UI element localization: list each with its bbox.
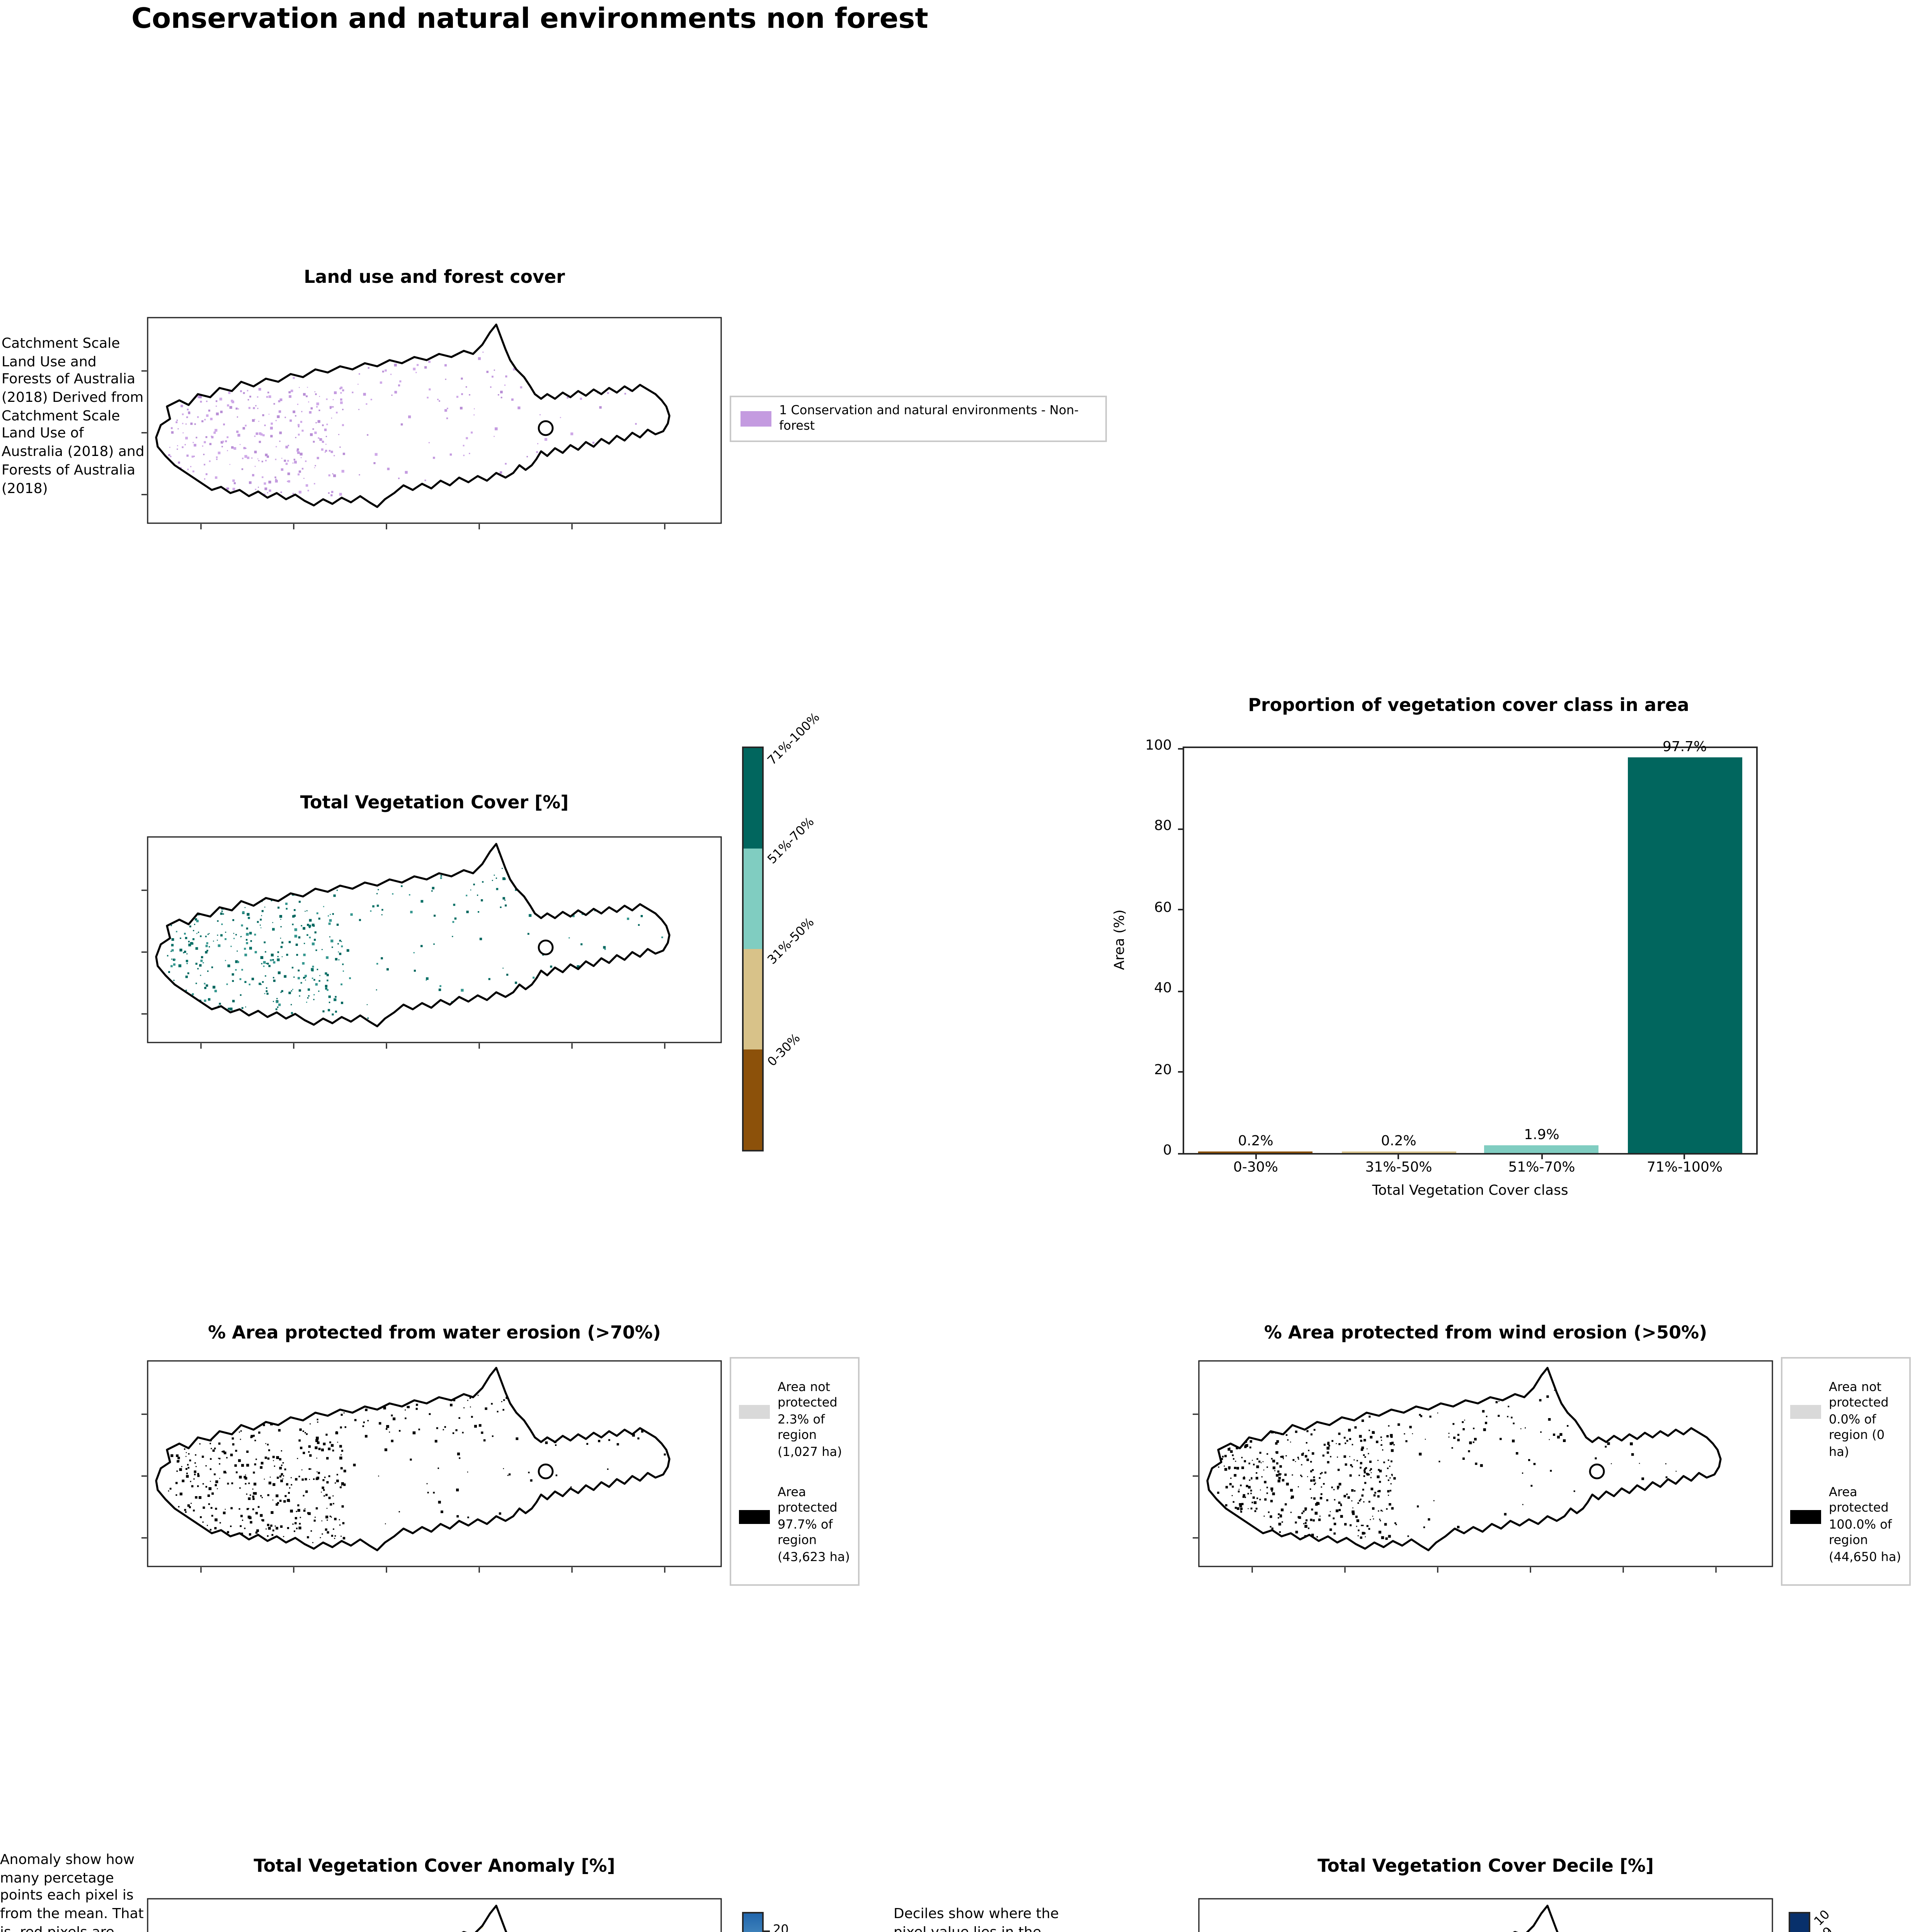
bar-0-30 — [1198, 1152, 1313, 1153]
y-tick-label: 80 — [1154, 820, 1172, 835]
landuse-title: Land use and forest cover — [304, 266, 565, 287]
y-axis-label: Area (%) — [1113, 909, 1129, 970]
colorbar-label: 0-30% — [765, 1031, 803, 1069]
map-frame — [1192, 1898, 1773, 1932]
region-outline — [156, 844, 669, 1026]
anomaly-title: Total Vegetation Cover Anomaly [%] — [254, 1855, 615, 1876]
y-tick-label: 60 — [1154, 901, 1172, 917]
anomaly-map — [141, 1898, 722, 1932]
landuse-legend: 1 Conservation and natural environments … — [730, 396, 1107, 442]
region-outline — [156, 1368, 669, 1550]
colorbar-segment-31-50 — [744, 949, 762, 1049]
map-frame — [141, 1360, 722, 1573]
y-tick-label: 20 — [1154, 1063, 1172, 1078]
decile-title: Total Vegetation Cover Decile [%] — [1317, 1855, 1654, 1876]
water-legend: Area not protected 2.3% of region (1,027… — [730, 1357, 860, 1586]
decile-map-dots — [1217, 1913, 1691, 1932]
vegcover-colorbar — [742, 747, 764, 1151]
bar-value-label: 0.2% — [1381, 1134, 1416, 1150]
x-axis-label: Total Vegetation Cover class — [1372, 1184, 1568, 1199]
water-title: % Area protected from water erosion (>70… — [208, 1321, 661, 1343]
landuse-map — [141, 317, 722, 530]
bar-value-label: 97.7% — [1662, 740, 1707, 755]
legend-swatch-protected — [1790, 1510, 1821, 1524]
colorbar-label: 51%-70% — [765, 815, 817, 867]
vegcover-map-dots — [166, 852, 665, 1026]
chart-title: Proportion of vegetation cover class in … — [1248, 694, 1689, 716]
colorbar-segment-0-30 — [744, 1049, 762, 1150]
wind-map — [1192, 1360, 1773, 1573]
wind-title: % Area protected from wind erosion (>50%… — [1264, 1321, 1707, 1343]
anomaly-map-dots — [177, 1916, 653, 1932]
anomaly-caption: Anomaly show how many percetage points e… — [0, 1853, 144, 1932]
region-inner-circle — [1589, 1463, 1605, 1480]
landuse-legend-label: 1 Conservation and natural environments … — [779, 403, 1079, 433]
wind-map-dots — [1217, 1376, 1717, 1549]
legend-label-protected: Area protected 97.7% of region (43,623 h… — [778, 1485, 850, 1564]
colorbar-segment-51-70 — [744, 849, 762, 949]
bar-71-100 — [1627, 757, 1742, 1153]
bar-value-label: 1.9% — [1524, 1128, 1559, 1143]
colorbar-label: 31%-50% — [765, 915, 817, 967]
water-map — [141, 1360, 722, 1573]
bar-31-50 — [1341, 1152, 1456, 1153]
y-tick-label: 40 — [1154, 981, 1172, 997]
decile-segment-10 — [1790, 1913, 1809, 1932]
legend-swatch-not-protected — [1790, 1405, 1821, 1419]
wind-legend: Area not protected 0.0% of region (0 ha)… — [1781, 1357, 1911, 1586]
vegcover-map — [141, 836, 722, 1049]
decile-colorbar — [1789, 1912, 1810, 1932]
map-frame — [141, 317, 722, 530]
y-tick-label: 100 — [1145, 739, 1172, 754]
colorbar-segment-71-100 — [744, 748, 762, 849]
region-outline — [1207, 1906, 1721, 1932]
page-title: Conservation and natural environments no… — [131, 3, 928, 36]
map-frame — [141, 1898, 722, 1932]
decile-map — [1192, 1898, 1773, 1932]
decile-caption: Deciles show where the pixel value lies … — [894, 1907, 1059, 1932]
landuse-legend-swatch — [740, 411, 771, 427]
vegcover-proportion-chart: 0.2% 0.2% 1.9% 97.7% 0 20 40 60 80 100 0… — [1113, 739, 1758, 1199]
legend-label-not-protected: Area not protected 2.3% of region (1,027… — [778, 1380, 842, 1459]
bar-51-70 — [1484, 1145, 1599, 1153]
bar-value-label: 0.2% — [1238, 1134, 1273, 1150]
anomaly-tick-label: 20 — [773, 1923, 789, 1932]
region-outline — [156, 1906, 669, 1932]
legend-label-not-protected: Area not protected 0.0% of region (0 ha) — [1829, 1380, 1889, 1459]
region-inner-circle — [538, 1463, 554, 1480]
map-frame — [141, 836, 722, 1049]
landuse-caption: Catchment Scale Land Use and Forests of … — [2, 337, 145, 497]
legend-label-protected: Area protected 100.0% of region (44,650 … — [1829, 1485, 1901, 1564]
colorbar-label: 71%-100% — [765, 710, 822, 768]
vegcover-title: Total Vegetation Cover [%] — [300, 791, 569, 813]
legend-swatch-not-protected — [739, 1405, 770, 1419]
y-tick-label: 0 — [1163, 1144, 1172, 1159]
x-tick-label: 31%-50% — [1365, 1161, 1432, 1176]
region-inner-circle — [538, 420, 554, 436]
region-inner-circle — [538, 939, 554, 956]
x-tick-label: 0-30% — [1233, 1161, 1278, 1176]
legend-swatch-protected — [739, 1510, 770, 1524]
water-map-dots — [163, 1376, 666, 1549]
decile-colorbar-label: 10 — [1811, 1907, 1833, 1929]
x-tick-label: 71%-100% — [1647, 1161, 1723, 1176]
anomaly-colorbar — [742, 1912, 764, 1932]
x-tick-label: 51%-70% — [1508, 1161, 1575, 1176]
